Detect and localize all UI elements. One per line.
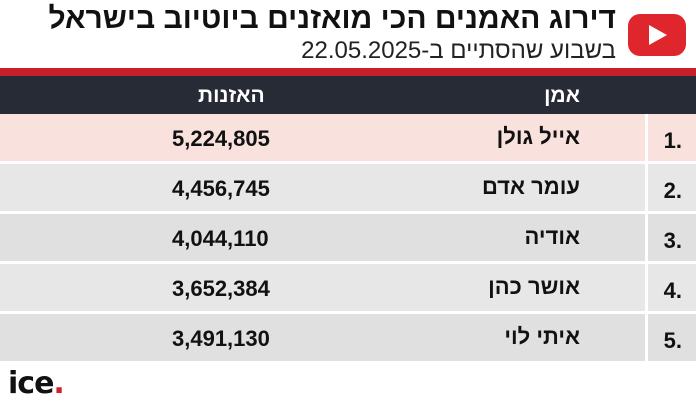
logo-dot: . [53, 366, 64, 401]
artist-name: עומר אדם [481, 174, 580, 199]
column-divider [645, 264, 648, 311]
column-divider [645, 114, 648, 161]
listen-count: 5,224,805 [172, 126, 270, 151]
youtube-play-icon [628, 14, 686, 56]
page-subtitle: בשבוע שהסתיים ב-22.05.2025 [301, 37, 616, 64]
logo-text: ice [8, 366, 54, 401]
rank-number: 4. [663, 278, 682, 303]
listen-count: 4,456,745 [172, 176, 270, 201]
listen-count: 3,652,384 [172, 276, 270, 301]
header: דירוג האמנים הכי מואזנים ביוטיוב בישראל … [0, 0, 696, 68]
ice-logo: ice. [8, 366, 65, 401]
table-row: 2. עומר אדם 4,456,745 [0, 164, 696, 214]
table-row: 4. אושר כהן 3,652,384 [0, 264, 696, 314]
rank-number: 5. [663, 328, 682, 353]
table-row: 5. איתי לוי 3,491,130 [0, 314, 696, 364]
rank-number: 2. [663, 178, 682, 203]
artist-name: אושר כהן [488, 274, 580, 299]
table-header: אמן האזנות [0, 76, 696, 114]
artist-name: אודיה [524, 224, 580, 249]
play-triangle-icon [649, 25, 667, 45]
table-row: 3. אודיה 4,044,110 [0, 214, 696, 264]
ranking-table: 1. אייל גולן 5,224,805 2. עומר אדם 4,456… [0, 114, 696, 364]
listen-count: 3,491,130 [172, 326, 270, 351]
column-header-artist: אמן [544, 84, 580, 107]
column-divider [645, 314, 648, 361]
column-header-listens: האזנות [198, 84, 265, 107]
column-divider [645, 214, 648, 261]
artist-name: אייל גולן [496, 124, 580, 149]
rank-number: 3. [663, 228, 682, 253]
listen-count: 4,044,110 [172, 226, 269, 251]
rank-number: 1. [663, 128, 682, 153]
artist-name: איתי לוי [504, 324, 580, 349]
page-title: דירוג האמנים הכי מואזנים ביוטיוב בישראל [48, 2, 616, 35]
column-divider [645, 164, 648, 211]
header-divider [0, 68, 696, 76]
table-row: 1. אייל גולן 5,224,805 [0, 114, 696, 164]
